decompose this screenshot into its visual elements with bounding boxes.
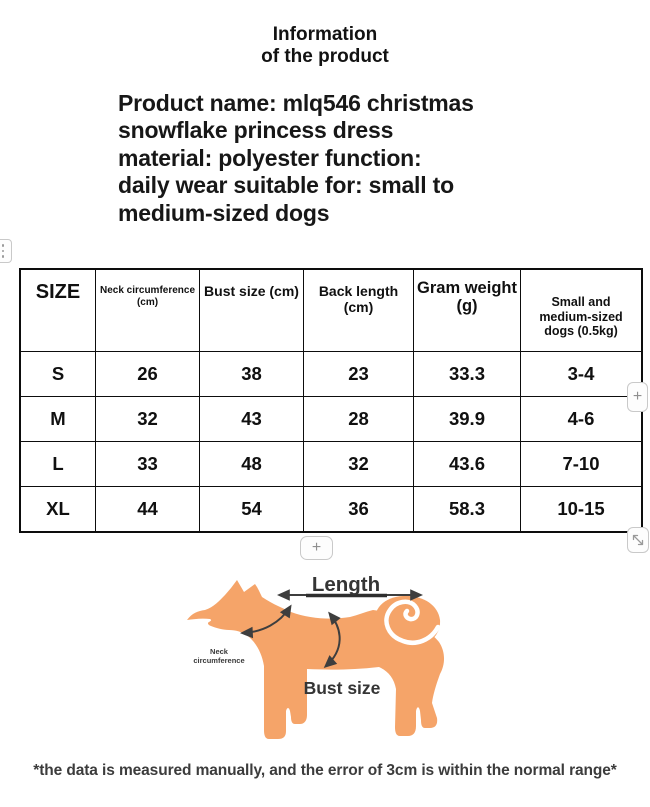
table-cell: 7-10	[520, 440, 643, 487]
dog-tail-curl-line	[384, 599, 441, 645]
page-title: Information of the product	[0, 24, 650, 68]
add-row-button[interactable]: +	[300, 536, 333, 560]
vertical-dots-icon	[1, 254, 5, 258]
column-header-size: SIZE	[19, 268, 96, 352]
table-cell: 33	[95, 440, 200, 487]
table-cell: 48	[199, 440, 304, 487]
table-cell: 38	[199, 350, 304, 397]
table-cell: 33.3	[413, 350, 521, 397]
table-cell: 23	[303, 350, 414, 397]
table-cell: 44	[95, 485, 200, 532]
column-header-back-length: Back length (cm)	[303, 268, 414, 352]
plus-icon: +	[632, 388, 643, 405]
add-column-button[interactable]: +	[627, 382, 648, 412]
table-cell: 58.3	[413, 485, 521, 532]
page-title-line-1: Information	[272, 24, 378, 45]
table-cell: M	[19, 395, 96, 442]
table-cell: 28	[303, 395, 414, 442]
neck-circumference-arrow	[240, 604, 292, 639]
vertical-dots-icon	[1, 249, 5, 253]
expand-button[interactable]	[627, 527, 649, 553]
table-cell: 36	[303, 485, 414, 532]
table-cell: 3-4	[520, 350, 643, 397]
table-cell: 10-15	[520, 485, 643, 532]
product-description: Product name: mlq546 christmas snowflake…	[118, 90, 474, 227]
table-header-row: SIZE Neck circumference (cm) Bust size (…	[19, 268, 643, 352]
column-header-neck-circumference: Neck circumference (cm)	[95, 268, 200, 352]
column-header-dog-weight: Small and medium-sized dogs (0.5kg)	[520, 268, 643, 352]
vertical-dots-icon	[1, 244, 5, 248]
description-line: material: polyester function:	[118, 144, 422, 171]
neck-label-line-1: Neck	[210, 647, 229, 656]
table-cell: 32	[303, 440, 414, 487]
neck-label-line-2: circumference	[193, 656, 244, 665]
table-cell: S	[19, 350, 96, 397]
table-cell: 32	[95, 395, 200, 442]
description-line: medium-sized dogs	[118, 199, 330, 226]
resize-diagonal-icon	[632, 534, 644, 546]
size-chart-table: SIZE Neck circumference (cm) Bust size (…	[19, 268, 643, 533]
table-cell: 43	[199, 395, 304, 442]
description-line: daily wear suitable for: small to	[118, 172, 454, 199]
measurement-disclaimer: *the data is measured manually, and the …	[33, 762, 617, 779]
table-cell: 4-6	[520, 395, 643, 442]
table-row-s: S 26 38 23 33.3 3-4	[19, 350, 643, 397]
plus-icon: +	[311, 539, 322, 556]
table-row-xl: XL 44 54 36 58.3 10-15	[19, 485, 643, 532]
dog-size-diagram: Length Neck circumference Bust size	[187, 573, 445, 739]
table-row-l: L 33 48 32 43.6 7-10	[19, 440, 643, 487]
column-header-gram-weight: Gram weight (g)	[413, 268, 521, 352]
column-header-bust-size: Bust size (cm)	[199, 268, 304, 352]
table-cell: 26	[95, 350, 200, 397]
description-line: snowflake princess dress	[118, 117, 394, 144]
bust-size-label: Bust size	[304, 678, 381, 698]
table-cell: 54	[199, 485, 304, 532]
table-cell: L	[19, 440, 96, 487]
page-title-line-2: of the product	[261, 46, 389, 67]
drag-handle-button[interactable]	[0, 239, 12, 263]
table-cell: 39.9	[413, 395, 521, 442]
bust-size-arrow	[323, 611, 341, 668]
table-row-m: M 32 43 28 39.9 4-6	[19, 395, 643, 442]
description-line: Product name: mlq546 christmas	[118, 90, 474, 116]
table-cell: XL	[19, 485, 96, 532]
table-cell: 43.6	[413, 440, 521, 487]
length-label: Length	[312, 573, 380, 596]
